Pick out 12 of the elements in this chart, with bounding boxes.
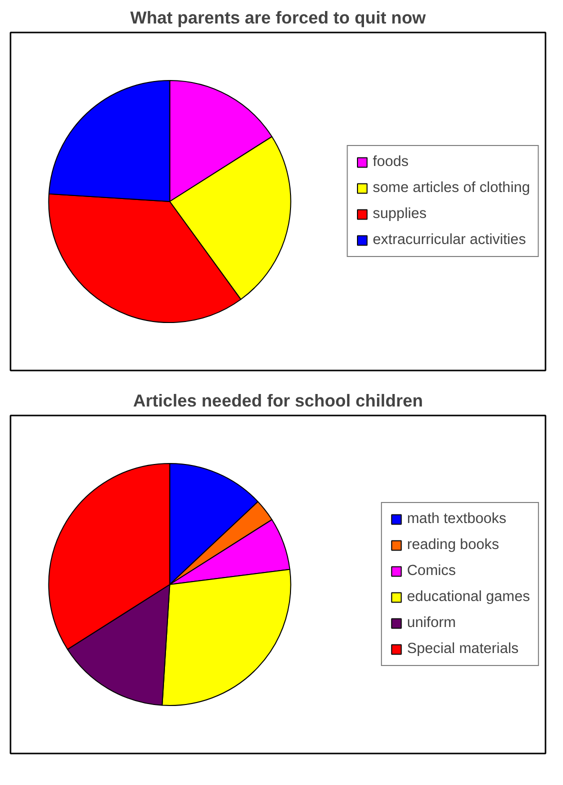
legend-label: math textbooks	[406, 511, 506, 527]
legend-label: extracurricular activities	[372, 232, 526, 248]
legend-label: some articles of clothing	[372, 180, 530, 196]
legend-label: reading books	[406, 537, 500, 553]
legend-label: supplies	[372, 206, 427, 222]
legend-label: foods	[372, 154, 409, 170]
legend-label: uniform	[406, 615, 456, 631]
legend-label: Special materials	[406, 641, 519, 657]
legend-label: Comics	[406, 563, 456, 579]
legend-label: educational games	[406, 589, 530, 605]
chart-title: What parents are forced to quit now	[130, 8, 426, 28]
chart-title: Articles needed for school children	[133, 390, 423, 410]
